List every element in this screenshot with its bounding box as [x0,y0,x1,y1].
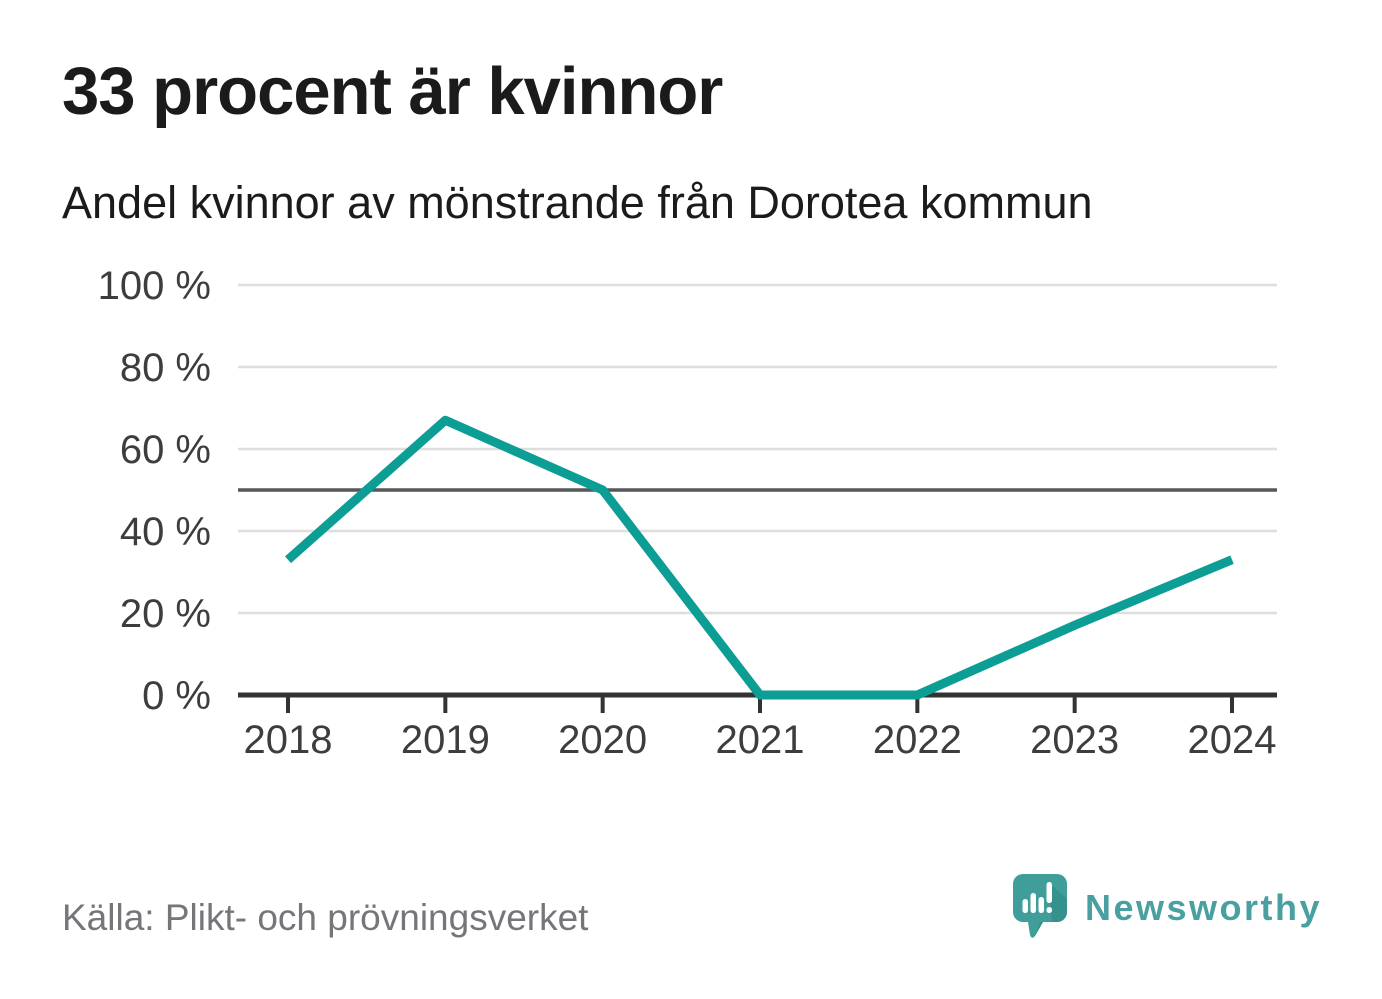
y-axis-tick-label: 100 % [98,264,211,308]
x-axis-tick-label: 2019 [401,718,490,762]
chart-title: 33 procent är kvinnor [62,54,723,129]
x-axis-tick-label: 2020 [558,718,647,762]
x-axis-tick-label: 2024 [1188,718,1277,762]
y-axis-tick-label: 80 % [120,346,211,390]
y-axis-tick-label: 0 % [142,674,211,718]
brand-wordmark: Newsworthy [1084,887,1322,928]
series-line [285,415,1234,700]
brand-logo: Newsworthy [1012,874,1322,942]
source-attribution: Källa: Plikt- och prövningsverket [62,897,589,938]
y-axis-tick-label: 20 % [120,592,211,636]
line-chart: 0 % 20 % 40 % 60 % 80 % 100 % 2018 2019 2020 2021… [98,264,1277,762]
newsworthy-speech-bubble-barchart-icon [1012,874,1067,938]
x-axis-tick-label: 2018 [244,718,333,762]
x-axis-tick-label: 2021 [716,718,805,762]
x-axis-tick-label: 2022 [873,718,962,762]
y-axis-tick-label: 40 % [120,510,211,554]
y-axis-tick-label: 60 % [120,428,211,472]
x-axis-tick-label: 2023 [1030,718,1119,762]
chart-subtitle: Andel kvinnor av mönstrande från Dorotea… [62,177,1093,228]
